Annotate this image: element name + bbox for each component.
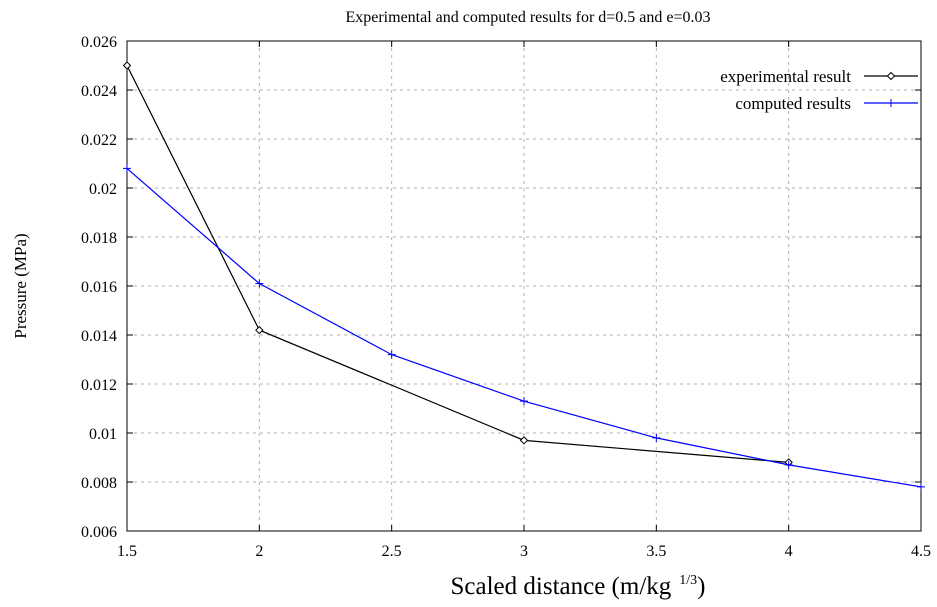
axis-ticks bbox=[126, 40, 922, 532]
legend: experimental result computed results bbox=[720, 67, 918, 113]
x-tick-label: 1.5 bbox=[117, 543, 137, 560]
data-point bbox=[784, 460, 793, 469]
data-point bbox=[255, 325, 264, 335]
series-line bbox=[126, 65, 789, 463]
y-axis-label: Pressure (MPa) bbox=[11, 233, 30, 338]
y-axis-tick-labels: 0.006 0.008 0.01 0.012 0.014 0.016 0.018 0.02 0.… bbox=[81, 34, 117, 541]
data-point bbox=[123, 164, 131, 173]
y-tick-label: 0.008 bbox=[81, 475, 117, 492]
x-tick-label: 2.5 bbox=[382, 543, 402, 560]
y-tick-label: 0.018 bbox=[81, 230, 117, 247]
series-computed bbox=[123, 164, 925, 491]
x-axis-label: Scaled distance (m/kg 1/3) bbox=[451, 573, 706, 600]
data-point bbox=[387, 350, 396, 359]
series-experimental bbox=[122, 61, 793, 467]
x-axis-label-superscript: 1/3 bbox=[679, 573, 697, 588]
y-tick-label: 0.016 bbox=[81, 279, 117, 296]
y-tick-label: 0.024 bbox=[81, 83, 117, 100]
y-tick-label: 0.026 bbox=[81, 34, 117, 51]
grid-lines bbox=[127, 41, 921, 531]
legend-marker-experimental bbox=[886, 71, 896, 81]
x-tick-label: 2 bbox=[255, 543, 263, 560]
x-axis-tick-labels: 1.5 2 2.5 3 3.5 4 4.5 bbox=[117, 543, 931, 560]
y-tick-label: 0.006 bbox=[81, 524, 117, 541]
data-point bbox=[652, 433, 661, 442]
y-tick-label: 0.012 bbox=[81, 377, 117, 394]
data-point bbox=[255, 279, 264, 288]
data-point bbox=[519, 436, 529, 445]
x-tick-label: 3 bbox=[520, 543, 528, 560]
y-tick-label: 0.01 bbox=[89, 426, 117, 443]
x-axis-label-suffix: ) bbox=[697, 573, 705, 600]
x-axis-label-main: Scaled distance (m/kg bbox=[451, 573, 672, 600]
series-layer bbox=[122, 61, 925, 491]
legend-label-experimental: experimental result bbox=[720, 67, 851, 86]
data-point bbox=[520, 397, 528, 406]
y-tick-label: 0.022 bbox=[81, 132, 117, 149]
chart-title: Experimental and computed results for d=… bbox=[345, 9, 710, 26]
data-point bbox=[917, 482, 925, 491]
x-tick-label: 3.5 bbox=[646, 543, 666, 560]
y-tick-label: 0.02 bbox=[89, 181, 117, 198]
legend-marker-computed bbox=[887, 99, 895, 107]
data-point bbox=[122, 61, 132, 70]
legend-label-computed: computed results bbox=[735, 94, 851, 113]
x-tick-label: 4 bbox=[785, 543, 793, 560]
y-tick-label: 0.014 bbox=[81, 328, 117, 345]
x-tick-label: 4.5 bbox=[911, 543, 931, 560]
